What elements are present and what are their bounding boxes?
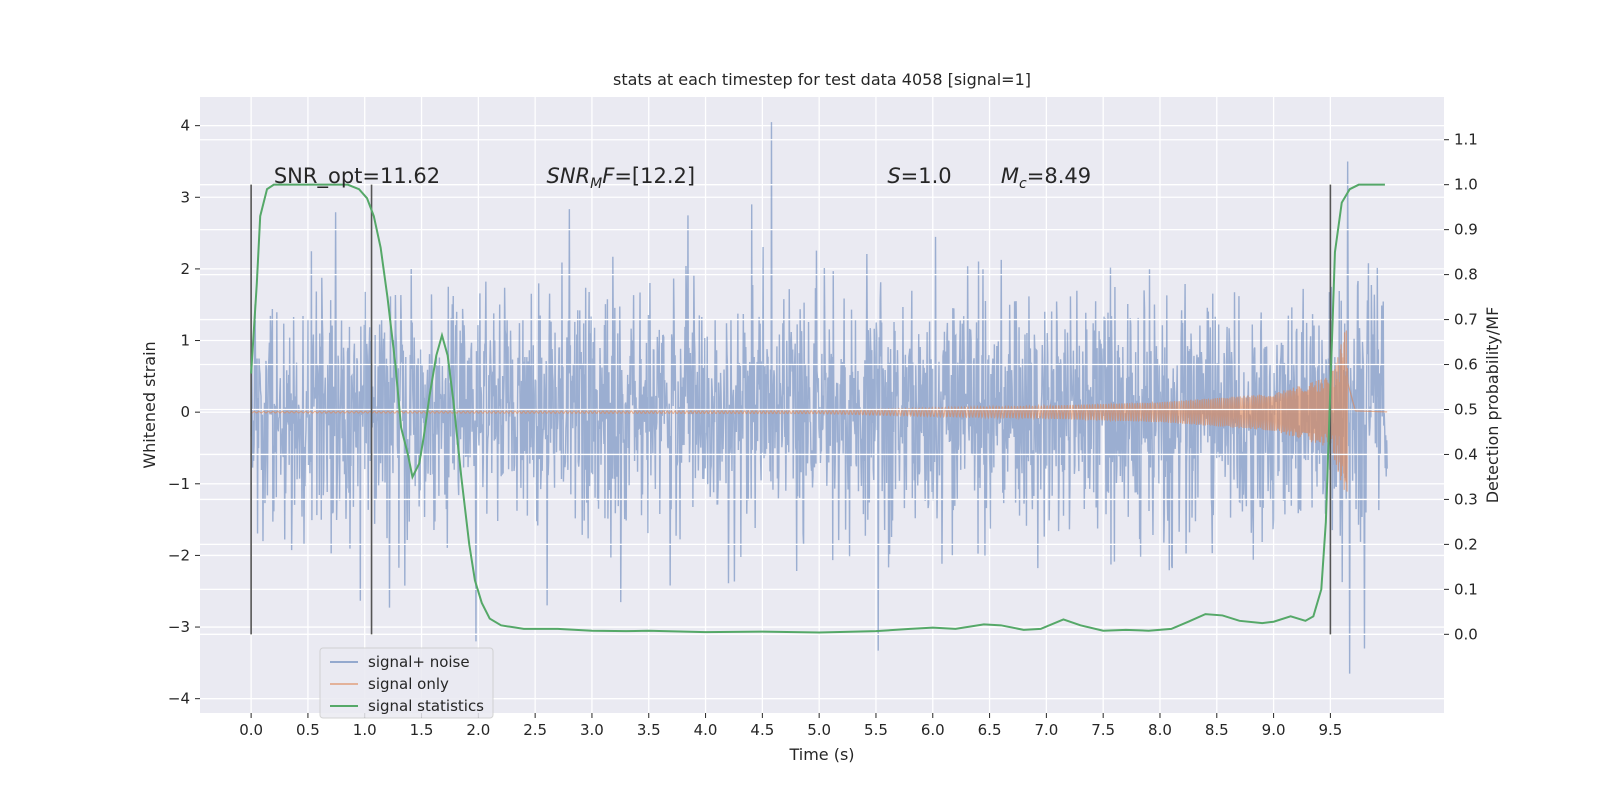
x-tick-label: 9.0	[1262, 721, 1286, 739]
y-tick-label-right: 1.0	[1454, 176, 1478, 194]
annotation-2: SNRMF=[12.2]	[547, 164, 696, 192]
y-tick-label-left: −1	[168, 475, 190, 493]
axes: 0.0 0.5 1.0 1.5 2.0 2.5 3.0 3.5 4.0 4.5 5.0 5.5 6.0 6…	[168, 117, 1478, 739]
chart-title: stats at each timestep for test data 405…	[613, 70, 1031, 89]
x-tick-label: 4.0	[694, 721, 718, 739]
y-tick-label-left: 2	[180, 260, 190, 278]
y-tick-label-right: 0.9	[1454, 221, 1478, 239]
x-tick-label: 5.5	[864, 721, 888, 739]
annotation-4: Mc=8.49	[1001, 164, 1091, 192]
y-tick-label-right: 0.2	[1454, 535, 1478, 553]
y-tick-label-left: 0	[180, 403, 190, 421]
annotation-1: SNR_opt=11.62	[274, 164, 440, 189]
y-tick-label-left: −4	[168, 690, 190, 708]
y-tick-label-right: 0.3	[1454, 490, 1478, 508]
legend: signal+ noise signal only signal statistic…	[319, 647, 494, 719]
x-tick-label: 6.5	[978, 721, 1002, 739]
vertical-lines	[250, 183, 1385, 635]
legend-label: signal+ noise	[368, 653, 470, 671]
annotation-3: S=1.0	[887, 164, 951, 188]
y-tick-label-right: 0.4	[1454, 445, 1478, 463]
y-tick-label-left: 1	[180, 332, 190, 350]
y-tick-label-left: −3	[168, 618, 190, 636]
series-signal-only	[250, 330, 1388, 492]
legend-box	[319, 647, 494, 719]
x-tick-label: 9.5	[1318, 721, 1342, 739]
series-layer	[200, 122, 1444, 674]
x-tick-label: 8.5	[1205, 721, 1229, 739]
y-tick-label-left: −2	[168, 546, 190, 564]
x-tick-label: 1.5	[410, 721, 434, 739]
legend-label: signal only	[368, 675, 449, 693]
x-tick-label: 7.0	[1034, 721, 1058, 739]
x-tick-label: 3.5	[637, 721, 661, 739]
x-tick-label: 4.5	[750, 721, 774, 739]
y-tick-label-right: 0.5	[1454, 400, 1478, 418]
annotations: SNR_opt=11.62 SNRMF=[12.2] S=1.0 Mc=8.49	[274, 164, 1091, 192]
x-tick-label: 2.5	[523, 721, 547, 739]
x-tick-label: 1.0	[353, 721, 377, 739]
x-tick-label: 0.5	[296, 721, 320, 739]
y-axis-label-left: Whitened strain	[140, 341, 159, 468]
series-signal-noise	[250, 122, 1388, 674]
x-tick-label: 6.0	[921, 721, 945, 739]
y-tick-label-right: 0.1	[1454, 580, 1478, 598]
y-tick-label-left: 4	[180, 117, 190, 135]
y-tick-label-right: 0.7	[1454, 311, 1478, 329]
y-tick-label-right: 0.0	[1454, 625, 1478, 643]
x-tick-label: 2.0	[466, 721, 490, 739]
y-tick-label-right: 1.1	[1454, 131, 1478, 149]
x-tick-label: 8.0	[1148, 721, 1172, 739]
x-tick-label: 5.0	[807, 721, 831, 739]
x-tick-label: 3.0	[580, 721, 604, 739]
series-signal-statistics	[250, 183, 1385, 634]
legend-label: signal statistics	[368, 697, 484, 715]
x-tick-label: 0.0	[239, 721, 263, 739]
y-axis-label-right: Detection probability/MF	[1483, 307, 1502, 504]
y-tick-label-left: 3	[180, 188, 190, 206]
x-tick-label: 7.5	[1091, 721, 1115, 739]
y-tick-label-right: 0.6	[1454, 356, 1478, 374]
x-axis-label: Time (s)	[788, 745, 854, 764]
y-tick-label-right: 0.8	[1454, 266, 1478, 284]
